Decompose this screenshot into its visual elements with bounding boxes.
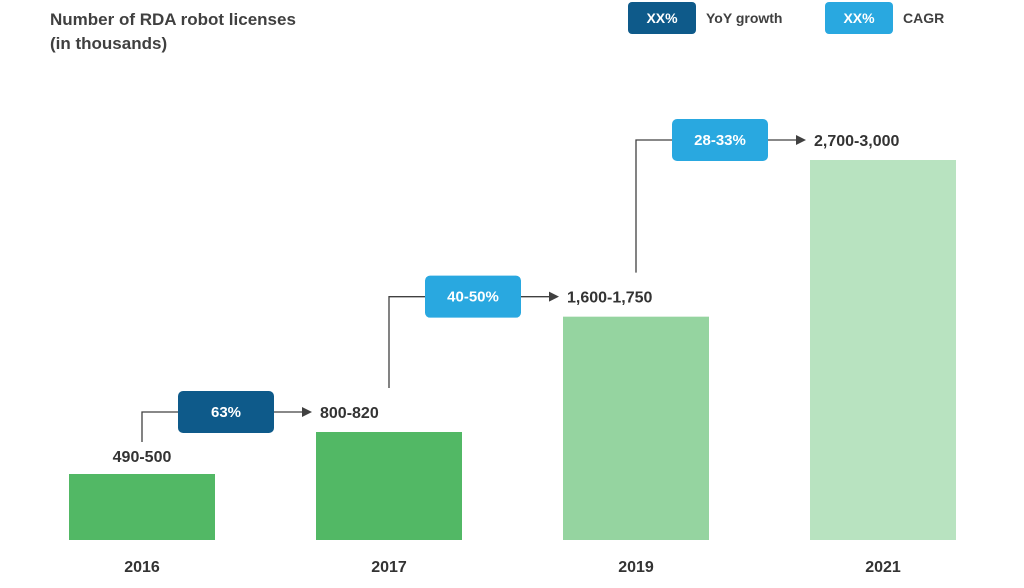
chart-title: Number of RDA robot licenses (in thousan… bbox=[50, 8, 296, 56]
growth-badge-2019-2021 bbox=[672, 119, 768, 161]
x-tick-2016: 2016 bbox=[124, 559, 160, 576]
legend-cagr-label: CAGR bbox=[903, 10, 945, 26]
data-label-2019: 1,600-1,750 bbox=[567, 290, 653, 307]
labels-group: 2016 2017 2019 2021 490-500 800-820 1,600-1,75… bbox=[113, 133, 901, 576]
legend-yoy-label: YoY growth bbox=[706, 10, 783, 26]
growth-badge-2016-2017 bbox=[178, 391, 274, 433]
bar-2019 bbox=[563, 316, 709, 540]
legend-yoy-swatch: XX% bbox=[628, 2, 696, 34]
growth-badge-label-2016-2017: 63% bbox=[211, 404, 241, 421]
growth-badge-label-2017-2019: 40-50% bbox=[447, 289, 499, 306]
chart-title-line1: Number of RDA robot licenses bbox=[50, 10, 296, 29]
legend-cagr-swatch: XX% bbox=[825, 2, 893, 34]
x-tick-2021: 2021 bbox=[865, 559, 901, 576]
chart-title-line2: (in thousands) bbox=[50, 34, 168, 53]
bar-2016 bbox=[69, 474, 215, 540]
data-label-2016: 490-500 bbox=[113, 449, 172, 466]
connectors-group: 63% 40-50% 28-33% bbox=[141, 119, 806, 442]
growth-badge-label-2019-2021: 28-33% bbox=[694, 132, 746, 149]
growth-badge-2017-2019 bbox=[425, 275, 521, 318]
bar-2021 bbox=[810, 160, 956, 540]
x-tick-2019: 2019 bbox=[618, 559, 654, 576]
bar-2017 bbox=[316, 432, 462, 540]
data-label-2017: 800-820 bbox=[320, 405, 379, 422]
x-tick-2017: 2017 bbox=[371, 559, 407, 576]
data-label-2021: 2,700-3,000 bbox=[814, 133, 900, 150]
bars-group bbox=[69, 160, 956, 540]
